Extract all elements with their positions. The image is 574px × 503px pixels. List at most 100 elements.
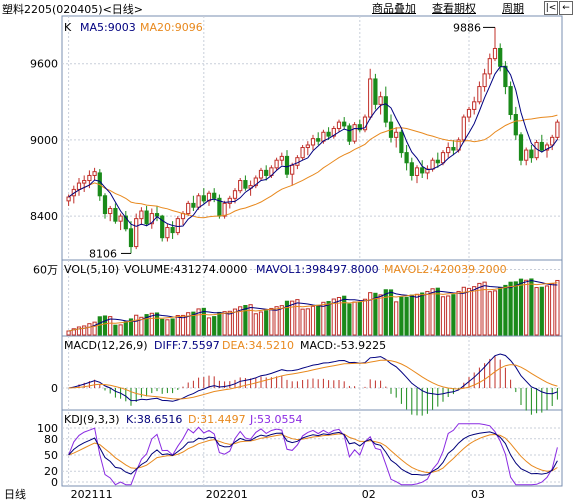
- volume-bar: [409, 294, 414, 336]
- chart-title: 塑料2205(020405)<日线>: [2, 3, 144, 16]
- kdj-ytick: 20: [44, 465, 58, 478]
- xaxis-tick: 03: [471, 488, 485, 501]
- candle-body: [227, 197, 232, 204]
- volume-bar: [180, 314, 186, 336]
- candle-body: [539, 141, 544, 151]
- candle-body: [113, 207, 118, 222]
- candle-body: [446, 147, 451, 154]
- volume-bar: [284, 300, 290, 336]
- candle-body: [451, 147, 456, 151]
- candle-body: [409, 162, 414, 176]
- jump-start-button[interactable]: |<: [544, 1, 558, 15]
- volume-bar: [269, 307, 274, 336]
- candle-body: [331, 127, 336, 137]
- candle-body: [357, 124, 362, 131]
- macd-ytick: 0: [51, 382, 58, 395]
- volume-bar: [274, 306, 279, 336]
- candle-body: [139, 210, 144, 220]
- volume-bar: [508, 281, 513, 336]
- volume-bar: [513, 281, 518, 336]
- volume-bar: [357, 301, 362, 336]
- volume-bar: [440, 296, 446, 336]
- volume-bar: [258, 311, 264, 336]
- volume-bar: [487, 291, 492, 336]
- top-toolbar: 塑料2205(020405)<日线> 商品叠加 查看期权 周期 |< ←: [0, 0, 574, 16]
- candle-body: [414, 167, 420, 176]
- candle-body: [529, 149, 534, 159]
- volume-bar: [201, 307, 206, 336]
- candle-body: [482, 73, 487, 88]
- candle-body: [326, 131, 331, 137]
- kdj-ytick: 0: [51, 476, 58, 489]
- volume-bar: [555, 279, 560, 336]
- candle-body: [149, 213, 154, 225]
- candle-body: [144, 210, 149, 225]
- volume-bar: [222, 311, 227, 336]
- scroll-left-button[interactable]: ←: [559, 1, 573, 15]
- candle-body: [498, 47, 503, 67]
- kdj-ytick: 80: [44, 433, 58, 446]
- candle-body: [383, 96, 388, 123]
- candle-body: [134, 218, 139, 248]
- candle-body: [160, 215, 165, 239]
- volume-bar: [134, 314, 139, 336]
- ma5-label: MA5:9003: [80, 21, 136, 34]
- volume-bar: [196, 308, 201, 336]
- candle-body: [243, 180, 248, 189]
- candle-body: [87, 174, 92, 182]
- volume-bar: [206, 317, 212, 336]
- candle-body: [550, 136, 555, 146]
- candle-body: [347, 125, 352, 142]
- volume-bar: [279, 305, 284, 336]
- volume-bar: [394, 301, 399, 336]
- overlay-commodity-button[interactable]: 商品叠加: [372, 2, 416, 15]
- volume-label: VOL(5,10): [64, 263, 119, 276]
- view-options-button[interactable]: 查看期权: [432, 2, 476, 15]
- period-button[interactable]: 周期: [502, 2, 524, 15]
- kdj-ytick: 100: [37, 422, 58, 435]
- price-ytick: 9600: [30, 58, 58, 71]
- candle-body: [66, 196, 71, 202]
- ma5-line: [68, 66, 558, 228]
- volume-bar: [139, 316, 144, 336]
- candle-body: [461, 116, 466, 141]
- candle-body: [154, 213, 160, 217]
- volume-bar: [388, 289, 394, 336]
- volume-bar: [165, 319, 170, 336]
- ma20-label: MA20:9096: [140, 21, 203, 34]
- volume-label: MAVOL2:420039.2000: [384, 263, 507, 276]
- volume-bar: [170, 318, 175, 336]
- kdj-label: D:31.4497: [188, 413, 246, 426]
- candle-body: [253, 177, 258, 187]
- volume-bar: [451, 294, 456, 336]
- candle-body: [394, 131, 399, 138]
- volume-bar: [305, 308, 310, 336]
- volume-bar: [414, 293, 420, 336]
- candle-body: [472, 101, 477, 110]
- candle-body: [212, 192, 217, 199]
- candle-body: [399, 131, 404, 154]
- macd-label: DEA:34.5210: [222, 339, 294, 352]
- volume-bar: [66, 330, 71, 336]
- candle-body: [352, 124, 357, 142]
- candle-body: [404, 152, 409, 164]
- volume-bar: [108, 316, 113, 336]
- candle-body: [492, 47, 498, 60]
- kdj-label: J:53.0554: [249, 413, 302, 426]
- candle-body: [524, 149, 529, 161]
- candle-body: [368, 78, 373, 118]
- candle-body: [310, 138, 316, 146]
- candle-body: [284, 155, 290, 175]
- volume-bar: [175, 315, 180, 336]
- volume-bar: [128, 318, 134, 336]
- volume-bar: [446, 295, 451, 336]
- volume-bar: [87, 323, 92, 336]
- volume-bar: [160, 318, 165, 336]
- volume-bar: [243, 305, 248, 336]
- volume-bar: [248, 304, 253, 336]
- price-panel-tag: K: [64, 21, 72, 34]
- volume-bar: [352, 301, 357, 336]
- candle-body: [102, 195, 108, 215]
- volume-bar: [191, 311, 196, 336]
